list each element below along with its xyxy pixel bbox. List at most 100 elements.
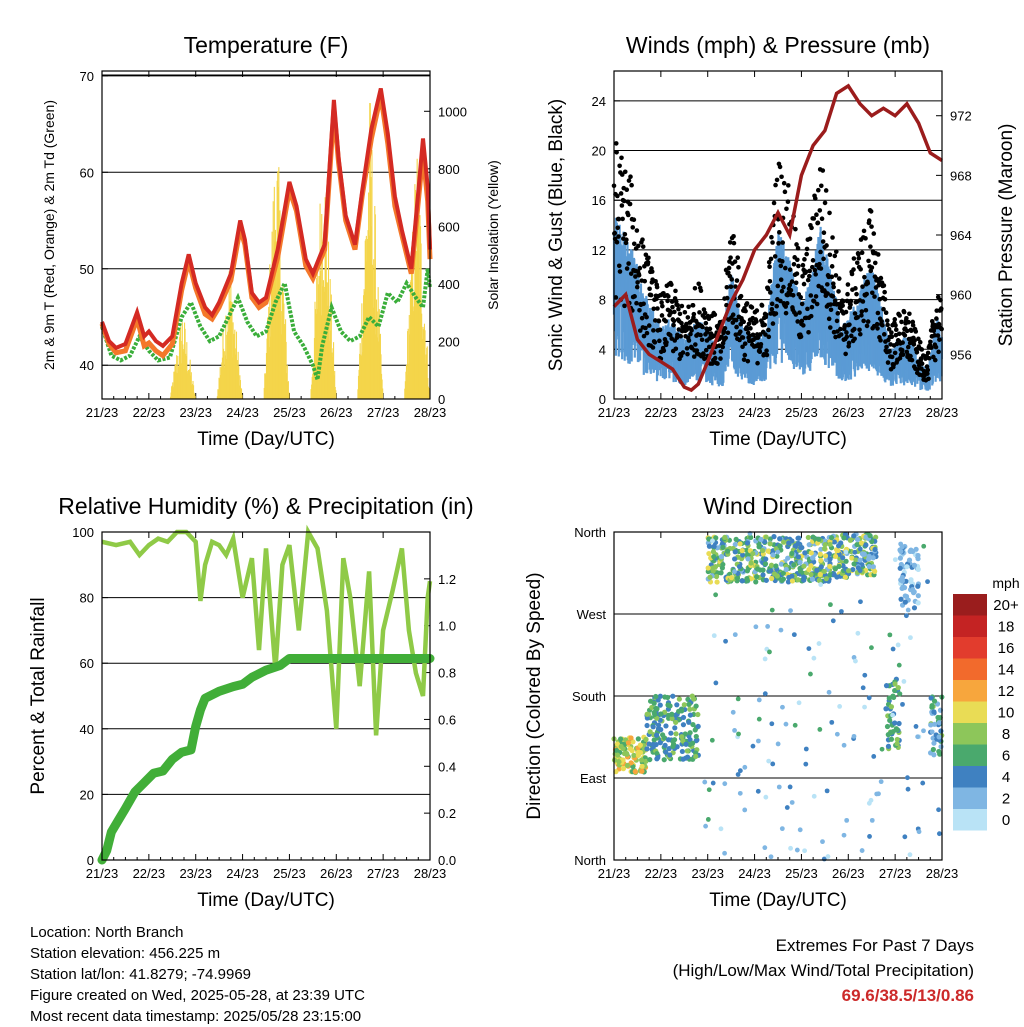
gust-point [631,241,637,247]
gust-point [725,330,731,336]
wind-direction-point [832,566,838,572]
wind-direction-point [680,714,687,721]
gust-point [777,164,783,170]
wind-direction-point [866,563,872,570]
gust-point [736,264,741,270]
gust-point [698,332,703,338]
gust-point [833,249,839,254]
gust-point [742,352,748,358]
gust-point [818,249,823,255]
wind-direction-point [658,711,664,717]
gust-point [762,322,767,328]
gust-point [800,273,805,279]
gust-point [766,334,772,340]
gust-point [892,350,898,356]
wind-direction-point [783,721,789,727]
temp-xtick-label: 27/23 [367,405,400,420]
gust-point [740,335,746,340]
wind-direction-point [762,561,769,567]
gust-point [807,273,812,279]
gust-point [705,329,710,335]
temp-xtick-label: 24/23 [226,405,259,420]
gust-point [759,303,765,308]
gust-point [917,339,923,345]
gust-point [732,259,738,264]
wind-direction-point [744,540,751,546]
wind-direction-point [900,701,905,707]
gust-point [824,282,830,287]
wind-direction-point [828,602,833,608]
gust-point [861,228,867,234]
wind-direction-point [687,712,693,718]
wind-direction-point [667,703,673,709]
gust-point [768,290,773,295]
wind-direction-point [665,737,672,743]
gust-point [642,278,648,284]
gust-point [755,360,760,366]
gust-point [803,269,809,274]
gust-point [932,333,937,338]
gust-point [707,326,713,332]
wind-direction-point [755,566,761,572]
wind-direction-point [849,555,855,561]
wind-direction-point [765,624,771,629]
wind-direction-point [788,608,793,613]
gust-point [840,303,845,308]
gust-point [624,266,630,271]
legend-title: mph [992,575,1019,591]
wind-direction-point [920,780,926,786]
wind-direction-point [894,740,900,747]
gust-point [799,301,805,307]
wind-direction-point [865,556,872,562]
wind-direction-point [809,555,816,561]
wind-direction-point [739,578,745,584]
gust-point [872,294,877,299]
gust-point [728,255,733,260]
legend-swatch [953,809,987,831]
gust-point [783,265,788,271]
wind-direction-point [643,758,649,764]
gust-point [934,316,939,321]
wind-direction-point [730,709,736,715]
gust-point [864,323,870,329]
gust-point [838,326,843,332]
gust-point [688,331,693,337]
wind-direction-point [795,577,801,583]
gust-point [908,353,913,359]
wind-direction-point [905,607,911,613]
gust-point [766,259,772,265]
gust-point [696,281,702,287]
gust-point [648,292,654,298]
wind-direction-point [936,831,942,837]
wind-direction-point [863,542,869,548]
wind-direction-point [657,702,663,708]
gust-point [886,326,892,332]
dir-xtick-label: 21/23 [598,866,631,881]
wind-direction-point [625,740,632,746]
wind-direction-point [852,549,858,555]
wind-direction-point [766,758,772,764]
gust-point [733,284,738,289]
gust-point [851,267,856,272]
wind-direction-point [710,538,715,544]
gust-point [869,265,875,270]
wind-direction-point [655,722,662,728]
dir-xtick-label: 27/23 [879,866,912,881]
wind-direction-point [693,753,699,760]
wind-direction-point [794,847,800,853]
wind-direction-point [760,567,766,573]
gust-point [733,317,739,323]
gust-point [936,321,942,327]
wind-direction-point [860,685,866,691]
gust-point [925,350,931,356]
gust-point [612,230,618,236]
gust-point [859,309,865,314]
gust-point [909,357,915,363]
legend-swatch [953,594,987,616]
gust-point [787,282,793,288]
wind-direction-point [931,698,938,704]
gust-point [702,310,708,316]
legend-swatch [953,766,987,788]
wind-direction-point [650,742,656,748]
wind-direction-point [744,575,750,582]
